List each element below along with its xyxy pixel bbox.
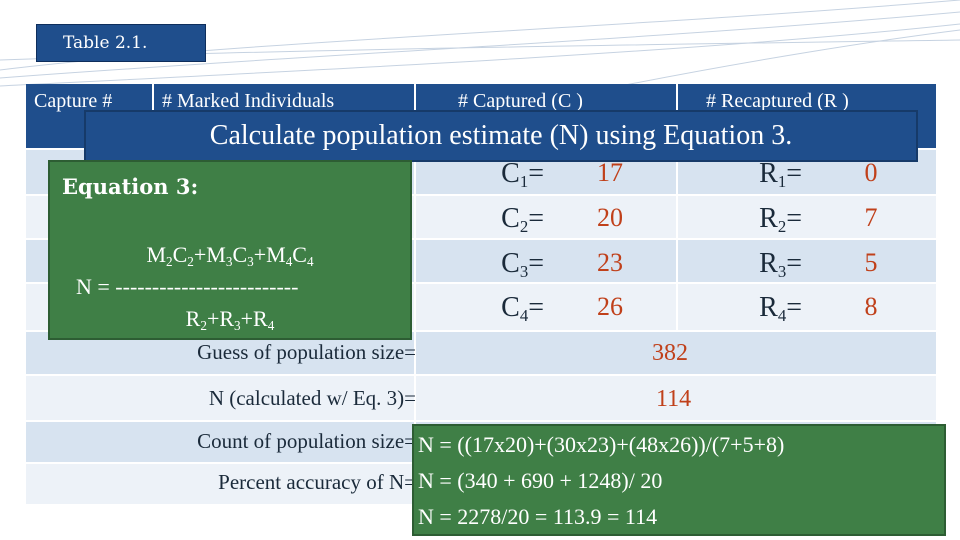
equation-fraction-line: N = -------------------------	[76, 274, 299, 299]
equation-title: Equation 3:	[62, 174, 199, 199]
header-capture: Capture #	[34, 90, 113, 112]
accuracy-label: Percent accuracy of N=	[218, 470, 416, 494]
calc-line-2: N = (340 + 690 + 1248)/ 20	[418, 468, 663, 493]
table-caption: Table 2.1.	[36, 24, 206, 62]
header-recaptured: # Recaptured (R )	[706, 90, 849, 112]
c3-value: 23	[597, 248, 623, 277]
calc-line-1: N = ((17x20)+(30x23)+(48x26))/(7+5+8)	[418, 432, 785, 457]
column-divider	[414, 84, 416, 462]
r1-value: 0	[864, 158, 878, 187]
c2-value: 20	[597, 203, 623, 232]
c3-label: C3=	[501, 248, 544, 282]
equation-denominator: R2+R3+R4	[185, 306, 275, 333]
c3-sub: 3	[519, 262, 529, 282]
r2-label: R2=	[759, 203, 802, 237]
calc-value: 114	[656, 386, 692, 412]
c4-value: 26	[597, 292, 623, 321]
r1-sub: 1	[777, 172, 787, 192]
c1-sub: 1	[519, 172, 529, 192]
calc-line-3: N = 2278/20 = 113.9 = 114	[418, 504, 658, 529]
r3-sub: 3	[777, 262, 787, 282]
guess-label: Guess of population size=	[197, 340, 416, 364]
r3-label: R3=	[759, 248, 802, 282]
c1-value: 17	[597, 158, 623, 187]
count-label: Count of population size=	[197, 429, 416, 453]
c2-label: C2=	[501, 203, 544, 237]
c1-label: C1=	[501, 158, 544, 192]
instruction-banner: Calculate population estimate (N) using …	[84, 110, 918, 162]
c2-sub: 2	[519, 217, 529, 237]
equation-numerator: M2C2+M3C3+M4C4	[146, 242, 314, 269]
r3-value: 5	[864, 248, 878, 277]
c4-label: C4=	[501, 292, 544, 326]
header-marked: # Marked Individuals	[162, 90, 335, 112]
r1-label: R1=	[759, 158, 802, 192]
calculation-box: N = ((17x20)+(30x23)+(48x26))/(7+5+8) N …	[412, 424, 946, 536]
r4-label: R4=	[759, 292, 802, 326]
guess-value: 382	[652, 340, 688, 366]
table-row	[26, 376, 936, 420]
r2-sub: 2	[777, 217, 787, 237]
equation-box: Equation 3: M2C2+M3C3+M4C4 N = ---------…	[48, 160, 412, 340]
c4-sub: 4	[519, 306, 529, 326]
r4-value: 8	[864, 292, 878, 321]
calc-label: N (calculated w/ Eq. 3)=	[208, 386, 416, 410]
column-divider	[676, 84, 678, 332]
r4-sub: 4	[777, 306, 787, 326]
r2-value: 7	[864, 203, 878, 232]
header-captured: # Captured (C )	[458, 90, 583, 112]
